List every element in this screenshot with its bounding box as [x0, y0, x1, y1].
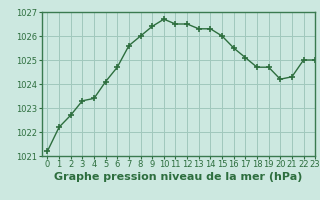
X-axis label: Graphe pression niveau de la mer (hPa): Graphe pression niveau de la mer (hPa) — [54, 172, 303, 182]
